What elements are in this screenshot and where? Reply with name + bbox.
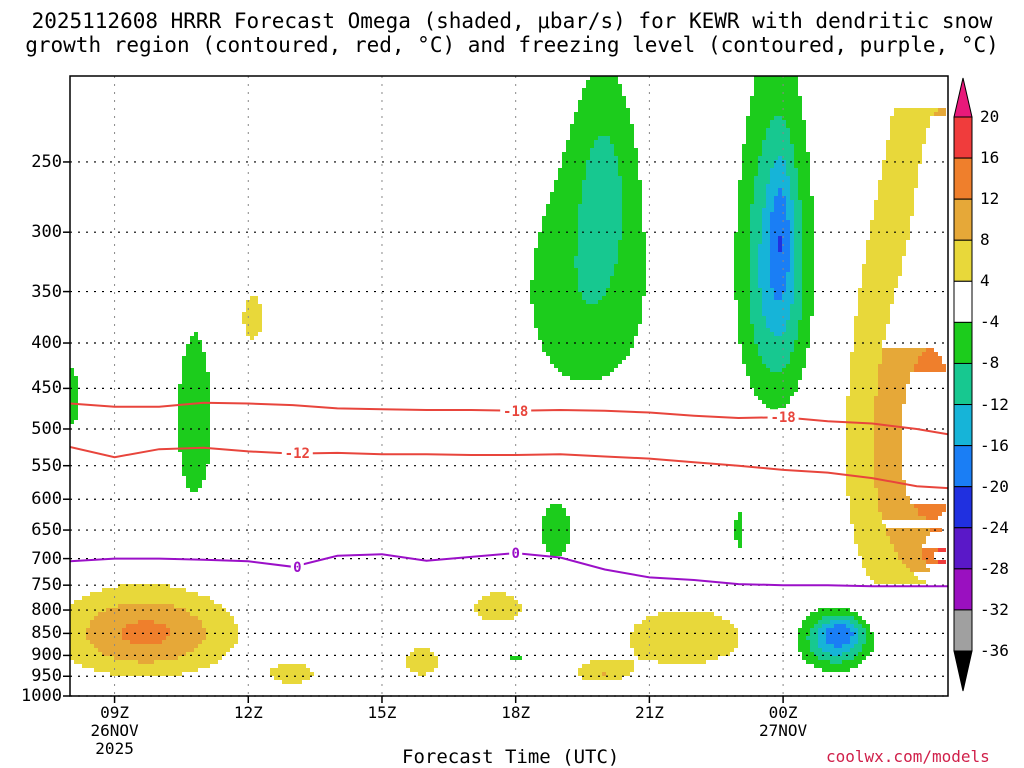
y-tick-label: 850	[31, 623, 62, 644]
colorbar-bin	[953, 486, 973, 529]
colorbar-bin	[953, 445, 973, 488]
colorbar-label: -32	[980, 599, 1009, 619]
y-tick-label: 1000	[21, 686, 62, 706]
colorbar-label: 4	[980, 271, 990, 291]
colorbar-label: 12	[980, 189, 1000, 209]
contours: -18 -18 -12 0 0	[70, 401, 948, 588]
colorbar-bin	[953, 527, 973, 570]
omega-field	[70, 76, 946, 684]
contour-label-bg	[509, 545, 523, 561]
contour-line	[70, 552, 948, 588]
colorbar-label: 8	[980, 230, 990, 250]
contour-label: -18	[770, 410, 795, 426]
colorbar-label: 16	[980, 148, 1000, 168]
contour-label: -12	[285, 446, 310, 462]
x-tick-label: 21Z	[634, 703, 664, 722]
colorbar-label: -20	[980, 476, 1009, 496]
chart-title-line1: 2025112608 HRRR Forecast Omega (shaded, …	[31, 9, 993, 33]
y-tick-label: 450	[31, 378, 62, 399]
y-tick-label: 750	[31, 575, 62, 596]
y-tick-label: 650	[31, 520, 62, 541]
colorbar-bin	[953, 609, 973, 652]
x-tick-label: 15Z	[367, 703, 397, 722]
y-tick-label: 400	[31, 333, 62, 354]
colorbar-label: -36	[980, 641, 1009, 660]
y-tick-label: 350	[31, 281, 62, 302]
y-tick-label: 550	[31, 455, 62, 476]
contour-label-bg	[290, 558, 304, 574]
colorbar-label: -8	[980, 353, 1000, 373]
colorbar-label: -28	[980, 558, 1009, 578]
colorbar-label: -16	[980, 435, 1009, 455]
chart-title-line2: growth region (contoured, red, °C) and f…	[25, 33, 999, 57]
colorbar-bin	[953, 198, 973, 241]
colorbar-bin	[953, 568, 973, 611]
y-tick-label: 950	[31, 666, 62, 687]
colorbar-bin	[953, 116, 973, 159]
y-tick-label: 700	[31, 548, 62, 569]
x-tick-label: 27NOV	[759, 721, 808, 740]
colorbar-bin	[953, 362, 973, 406]
contour-label-bg	[500, 402, 532, 418]
y-tick-label: 900	[31, 645, 62, 666]
colorbar-bin	[953, 280, 973, 323]
colorbar-top-arrow	[953, 77, 973, 118]
y-tick-label: 800	[31, 600, 62, 621]
colorbar-label: -24	[980, 517, 1009, 537]
colorbar-bin	[953, 157, 973, 200]
colorbar-bottom-arrow	[953, 650, 973, 692]
contour-line	[70, 446, 948, 490]
colorbar	[953, 77, 973, 692]
x-tick-label: 26NOV	[90, 721, 139, 740]
x-tick-label: 18Z	[501, 703, 531, 722]
contour-label-bg	[767, 409, 799, 425]
credit-text: coolwx.com/models	[826, 747, 990, 766]
colorbar-label: -12	[980, 394, 1009, 414]
y-tick-label: 500	[31, 418, 62, 439]
colorbar-bin	[953, 239, 973, 282]
contour-label: -18	[503, 404, 528, 420]
x-tick-label: 09Z	[100, 703, 130, 722]
x-tick-label: 00Z	[768, 703, 798, 722]
x-axis-title: Forecast Time (UTC)	[402, 746, 620, 768]
axis-ticks	[63, 161, 784, 703]
colorbar-label: -4	[980, 312, 1000, 332]
y-tick-label: 600	[31, 489, 62, 510]
plot-frame	[69, 75, 949, 697]
contour-label: 0	[293, 560, 301, 576]
colorbar-bin	[953, 404, 973, 447]
colorbar-bin	[953, 321, 973, 364]
y-tick-label: 250	[31, 151, 62, 172]
x-tick-label: 2025	[95, 739, 134, 758]
y-tick-label: 300	[31, 222, 62, 243]
colorbar-label: 20	[980, 107, 1000, 126]
contour-label-bg	[281, 444, 313, 460]
x-tick-label: 12Z	[233, 703, 263, 722]
contour-label: 0	[511, 546, 519, 562]
